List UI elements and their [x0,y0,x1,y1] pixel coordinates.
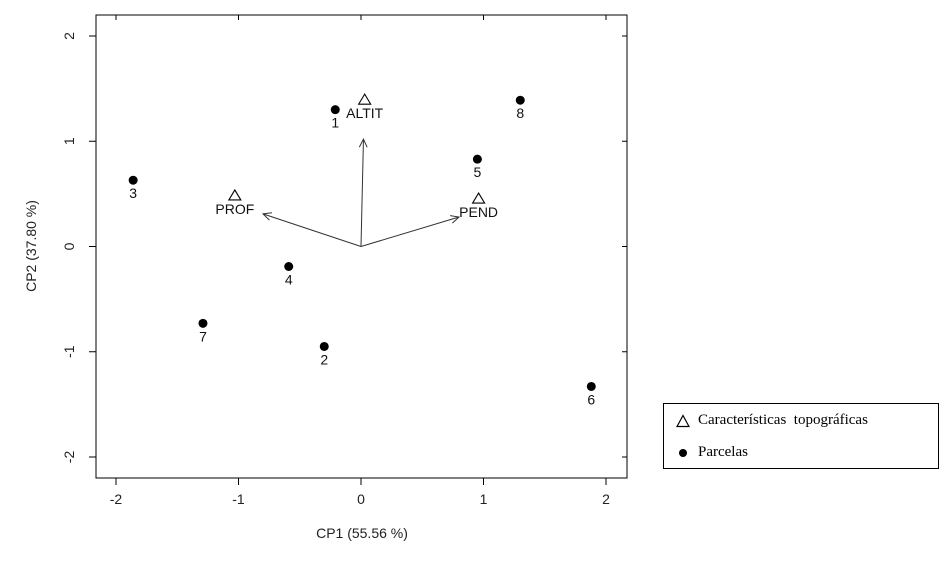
x-tick-label: 0 [357,491,365,507]
x-tick-label: -1 [232,491,245,507]
data-points: 1 2 3 4 5 6 7 8 ALTIT PROF PEND [128,93,596,407]
variable-point-pend [471,192,486,204]
y-tick-label: 0 [61,242,77,250]
triangle-icon [676,413,690,427]
arrowhead-prof [261,212,272,221]
parcela-label-4: 4 [285,271,293,287]
x-axis-title: CP1 (55.56 %) [316,525,408,541]
parcela-label-3: 3 [129,185,137,201]
arrow-altit [360,139,364,247]
filled-circle-icon [679,448,687,457]
y-tick-label: 2 [61,32,77,40]
parcela-point-5 [472,154,482,164]
parcela-point-7 [198,318,208,328]
x-axis: -2 -1 0 1 2 [110,15,610,507]
arrow-prof [262,213,362,247]
arrowhead-pend [450,215,461,224]
y-axis-title: CP2 (37.80 %) [23,200,39,292]
parcela-label-2: 2 [320,351,328,367]
legend-label: Parcelas [698,444,748,460]
parcela-label-5: 5 [473,164,481,180]
legend-label: Características topográficas [698,412,868,428]
variable-label-pend: PEND [459,204,498,220]
arrowhead-altit [358,137,368,148]
variable-label-prof: PROF [215,201,254,217]
y-tick-label: -1 [61,345,77,358]
parcela-point-3 [128,175,138,185]
parcela-point-8 [515,95,525,105]
parcela-point-2 [319,341,329,351]
y-tick-label: -2 [61,451,77,464]
variable-arrows [261,137,461,247]
legend-item-topografia: Características topográficas [676,412,868,429]
legend-item-parcelas: Parcelas [676,444,748,461]
x-tick-label: 2 [602,491,610,507]
arrow-pend [360,216,460,247]
parcela-label-6: 6 [587,391,595,407]
variable-point-altit [357,93,372,105]
parcela-label-7: 7 [199,328,207,344]
variable-label-altit: ALTIT [346,105,384,121]
legend: Características topográficas Parcelas [663,403,939,469]
parcela-point-1 [330,105,340,115]
parcela-label-8: 8 [516,105,524,121]
variable-point-prof [227,188,242,201]
x-tick-label: 1 [480,491,488,507]
parcela-point-4 [284,261,294,271]
y-tick-label: 1 [61,137,77,145]
parcela-label-1: 1 [331,115,339,131]
y-axis: -2 -1 0 1 2 [61,32,627,463]
parcela-point-6 [586,381,596,391]
x-tick-label: -2 [110,491,123,507]
